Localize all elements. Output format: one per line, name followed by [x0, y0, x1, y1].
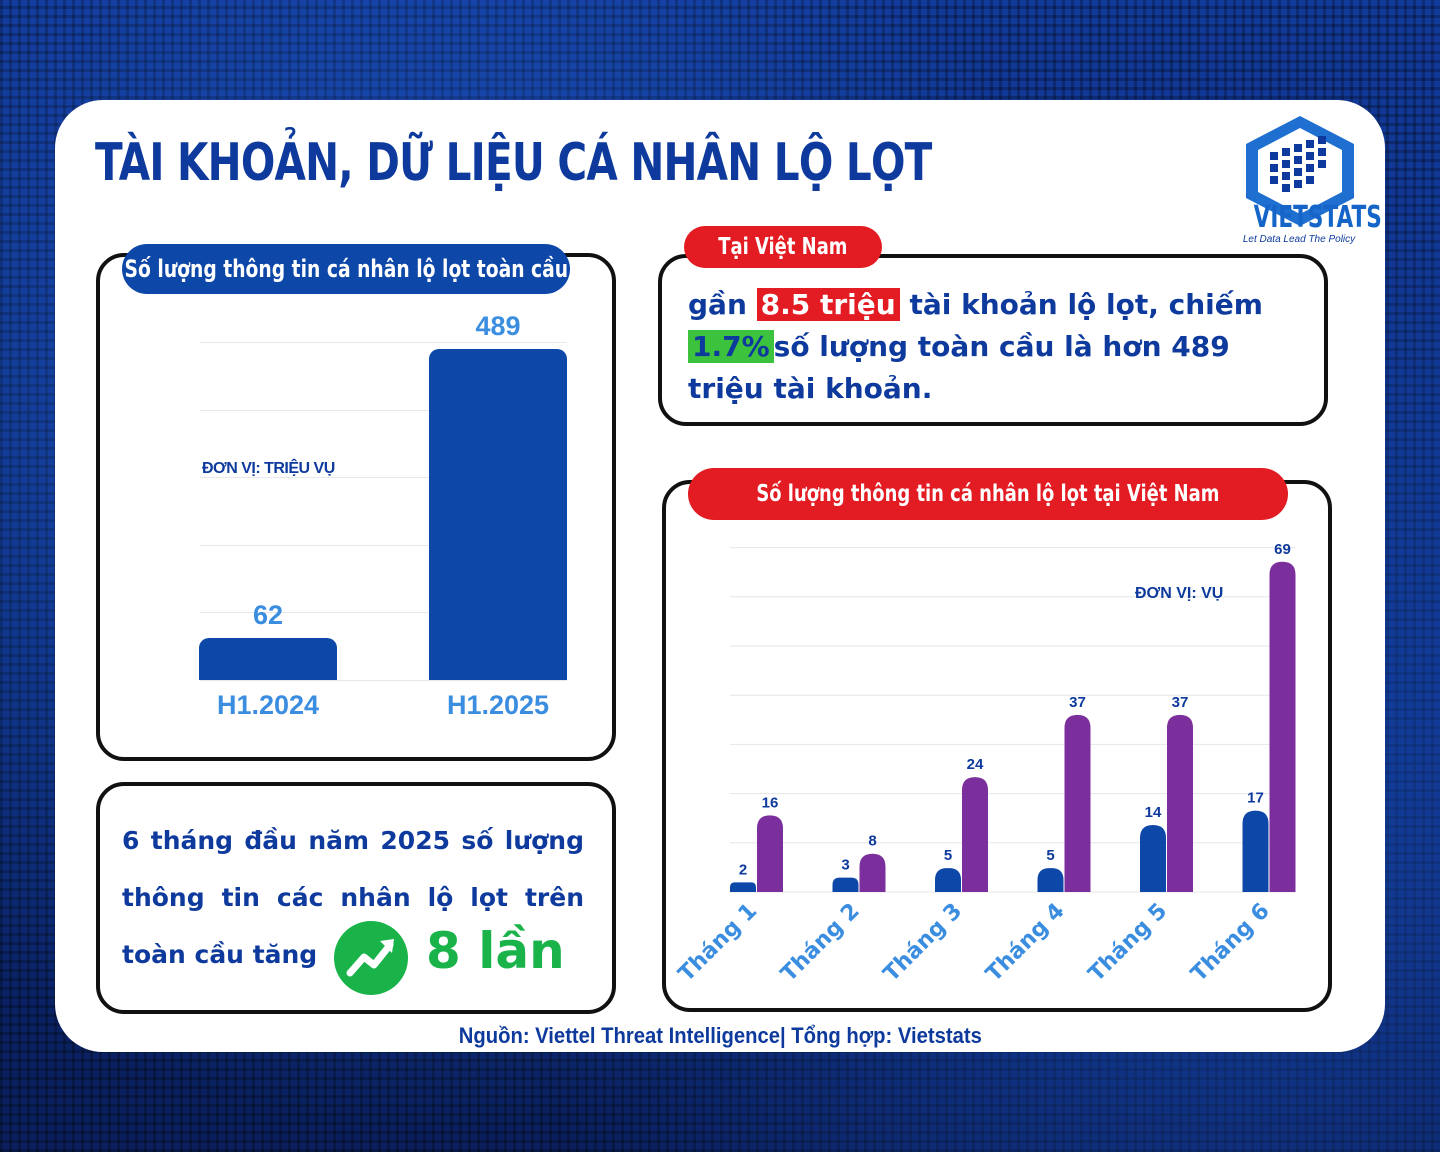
monthly-bar [1064, 714, 1091, 892]
monthly-chart-heading: Số lượng thông tin cá nhân lộ lọt tại Vi… [688, 468, 1288, 520]
page-title: TÀI KHOẢN, DỮ LIỆU CÁ NHÂN LỘ LỌT [95, 133, 932, 193]
monthly-bar-value: 3 [841, 857, 849, 874]
monthly-bar [1140, 825, 1166, 892]
gridline [200, 342, 567, 343]
monthly-bar-value: 17 [1247, 790, 1264, 807]
monthly-bar-value: 8 [868, 833, 876, 850]
gridline [200, 410, 567, 411]
monthly-bar [859, 853, 886, 892]
month-label: Tháng 4 [981, 899, 1069, 987]
monthly-unit-label: ĐƠN VỊ: VỤ [1135, 585, 1223, 602]
monthly-bar [757, 815, 783, 892]
vietnam-text-pre: gần [688, 288, 757, 321]
monthly-bar-value: 2 [739, 861, 747, 878]
monthly-chart-box [662, 480, 1332, 1012]
highlight-count: 8.5 triệu [756, 288, 900, 321]
global-bar [429, 349, 567, 680]
monthly-bar-value: 5 [944, 847, 952, 864]
monthly-bar-value: 37 [1069, 694, 1086, 711]
monthly-bar [935, 868, 961, 892]
highlight-percent: 1.7% [688, 330, 774, 363]
summary-line: thông tin các nhân lộ lọt trên [122, 883, 584, 912]
month-label: Tháng 2 [776, 899, 864, 987]
multiplier-value: 8 lần [426, 922, 565, 980]
month-label: Tháng 5 [1084, 899, 1172, 987]
month-label: Tháng 6 [1186, 899, 1274, 987]
monthly-bar-value: 5 [1046, 847, 1054, 864]
monthly-bar-value: 14 [1145, 804, 1162, 821]
vietnam-text-post: số lượng toàn cầu là hơn 489 triệu tài k… [688, 330, 1230, 405]
global-category-label: H1.2024 [216, 690, 320, 720]
monthly-bar-value: 24 [967, 756, 984, 773]
logo-tagline: Let Data Lead The Policy [1242, 234, 1356, 245]
monthly-chart: 2 16 Tháng 1 3 8 Tháng 2 5 24 Tháng 3 5 37 Tháng 4 1… [674, 541, 1296, 987]
gridline [200, 545, 567, 546]
global-bar [199, 638, 337, 680]
global-bar-value: 62 [252, 600, 284, 631]
global-unit-label: ĐƠN VỊ: TRIỆU VỤ [202, 460, 335, 477]
global-bar-value: 489 [475, 311, 521, 342]
vietstats-logo-icon [1246, 116, 1354, 226]
summary-text: 6 tháng đầu năm 2025 số lượng thông tin … [122, 812, 584, 983]
monthly-bar [1269, 561, 1296, 892]
monthly-bar [1242, 810, 1269, 892]
summary-line: 6 tháng đầu năm 2025 số lượng [122, 826, 584, 855]
monthly-bar [832, 877, 859, 892]
x-axis [200, 680, 567, 681]
gridline [200, 612, 567, 613]
global-chart-heading: Số lượng thông tin cá nhân lộ lọt toàn c… [122, 244, 570, 294]
month-label: Tháng 1 [674, 899, 762, 987]
vietnam-text-mid: tài khoản lộ lọt, chiếm [899, 288, 1263, 321]
monthly-bar-value: 69 [1274, 541, 1291, 558]
vietnam-tag: Tại Việt Nam [684, 226, 882, 268]
summary-line: toàn cầu tăng [122, 940, 318, 969]
monthly-bar [1167, 714, 1193, 892]
monthly-bar-value: 16 [762, 794, 779, 811]
gridline [200, 477, 567, 478]
monthly-bar [1037, 868, 1064, 892]
vietnam-stat-text: gần 8.5 triệu tài khoản lộ lọt, chiếm 1.… [688, 284, 1298, 410]
monthly-bar [962, 777, 988, 892]
global-category-label: H1.2025 [446, 690, 550, 720]
trend-up-icon [334, 921, 408, 995]
source-credit: Nguồn: Viettel Threat Intelligence| Tổng… [458, 1023, 982, 1048]
logo-name: VIETSTATS [1253, 200, 1382, 235]
monthly-bar-value: 37 [1172, 694, 1189, 711]
month-label: Tháng 3 [879, 899, 967, 987]
monthly-bar [730, 882, 756, 892]
